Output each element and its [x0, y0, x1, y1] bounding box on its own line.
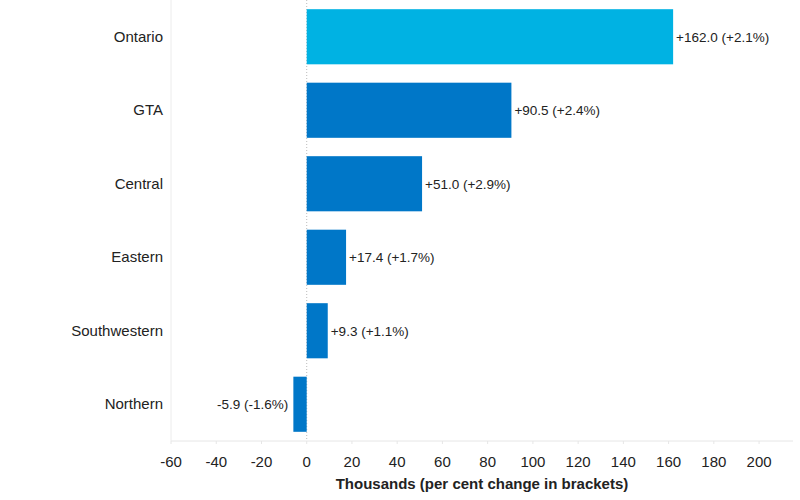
tick-mark	[487, 441, 488, 444]
tick-mark	[759, 441, 760, 444]
x-tick-label: 40	[389, 453, 406, 470]
data-label: +17.4 (+1.7%)	[349, 250, 435, 265]
x-tick-label: -20	[251, 453, 273, 470]
category-label: Northern	[105, 395, 163, 412]
x-tick-label: 140	[611, 453, 636, 470]
bar	[307, 9, 673, 64]
x-tick-label: -60	[160, 453, 182, 470]
tick-mark	[532, 441, 533, 444]
tick-mark	[578, 441, 579, 444]
bar	[293, 377, 306, 432]
tick-mark	[397, 441, 398, 444]
category-label: Southwestern	[71, 322, 163, 339]
tick-mark	[171, 441, 172, 444]
zero-line	[306, 0, 307, 441]
x-tick-label: 160	[656, 453, 681, 470]
tick-mark	[713, 441, 714, 444]
chart-container: -60 -40 -20 0 20 40 60 80 100 120 140 160 180 200 Onta…	[0, 0, 800, 500]
x-tick-label: 180	[701, 453, 726, 470]
data-label: +9.3 (+1.1%)	[331, 324, 409, 339]
x-tick-label: 60	[434, 453, 451, 470]
x-tick-label: 200	[747, 453, 772, 470]
chart-svg: -60 -40 -20 0 20 40 60 80 100 120 140 160 180 200 Onta…	[0, 0, 800, 500]
data-label: +90.5 (+2.4%)	[514, 103, 600, 118]
tick-mark	[216, 441, 217, 444]
category-label: Central	[115, 175, 163, 192]
x-axis-line	[171, 441, 793, 442]
x-tick-label: 0	[303, 453, 311, 470]
bars	[293, 9, 673, 432]
tick-mark	[668, 441, 669, 444]
tick-mark	[442, 441, 443, 444]
x-tick-label: 120	[566, 453, 591, 470]
tick-mark	[261, 441, 262, 444]
bar	[307, 156, 422, 211]
bar	[307, 303, 328, 358]
x-tick-label: 100	[520, 453, 545, 470]
category-label: Eastern	[111, 248, 163, 265]
data-label: -5.9 (-1.6%)	[217, 397, 288, 412]
category-label: Ontario	[114, 28, 163, 45]
left-frame-line	[171, 0, 172, 441]
bar	[307, 83, 512, 138]
category-label: GTA	[133, 101, 163, 118]
bar	[307, 230, 346, 285]
tick-mark	[306, 441, 307, 444]
data-label: +51.0 (+2.9%)	[425, 177, 511, 192]
data-label: +162.0 (+2.1%)	[676, 30, 769, 45]
tick-mark	[351, 441, 352, 444]
tick-mark	[623, 441, 624, 444]
x-tick-label: -40	[205, 453, 227, 470]
x-tick-label: 20	[344, 453, 361, 470]
x-axis-title: Thousands (per cent change in brackets)	[336, 475, 629, 492]
x-tick-label: 80	[479, 453, 496, 470]
